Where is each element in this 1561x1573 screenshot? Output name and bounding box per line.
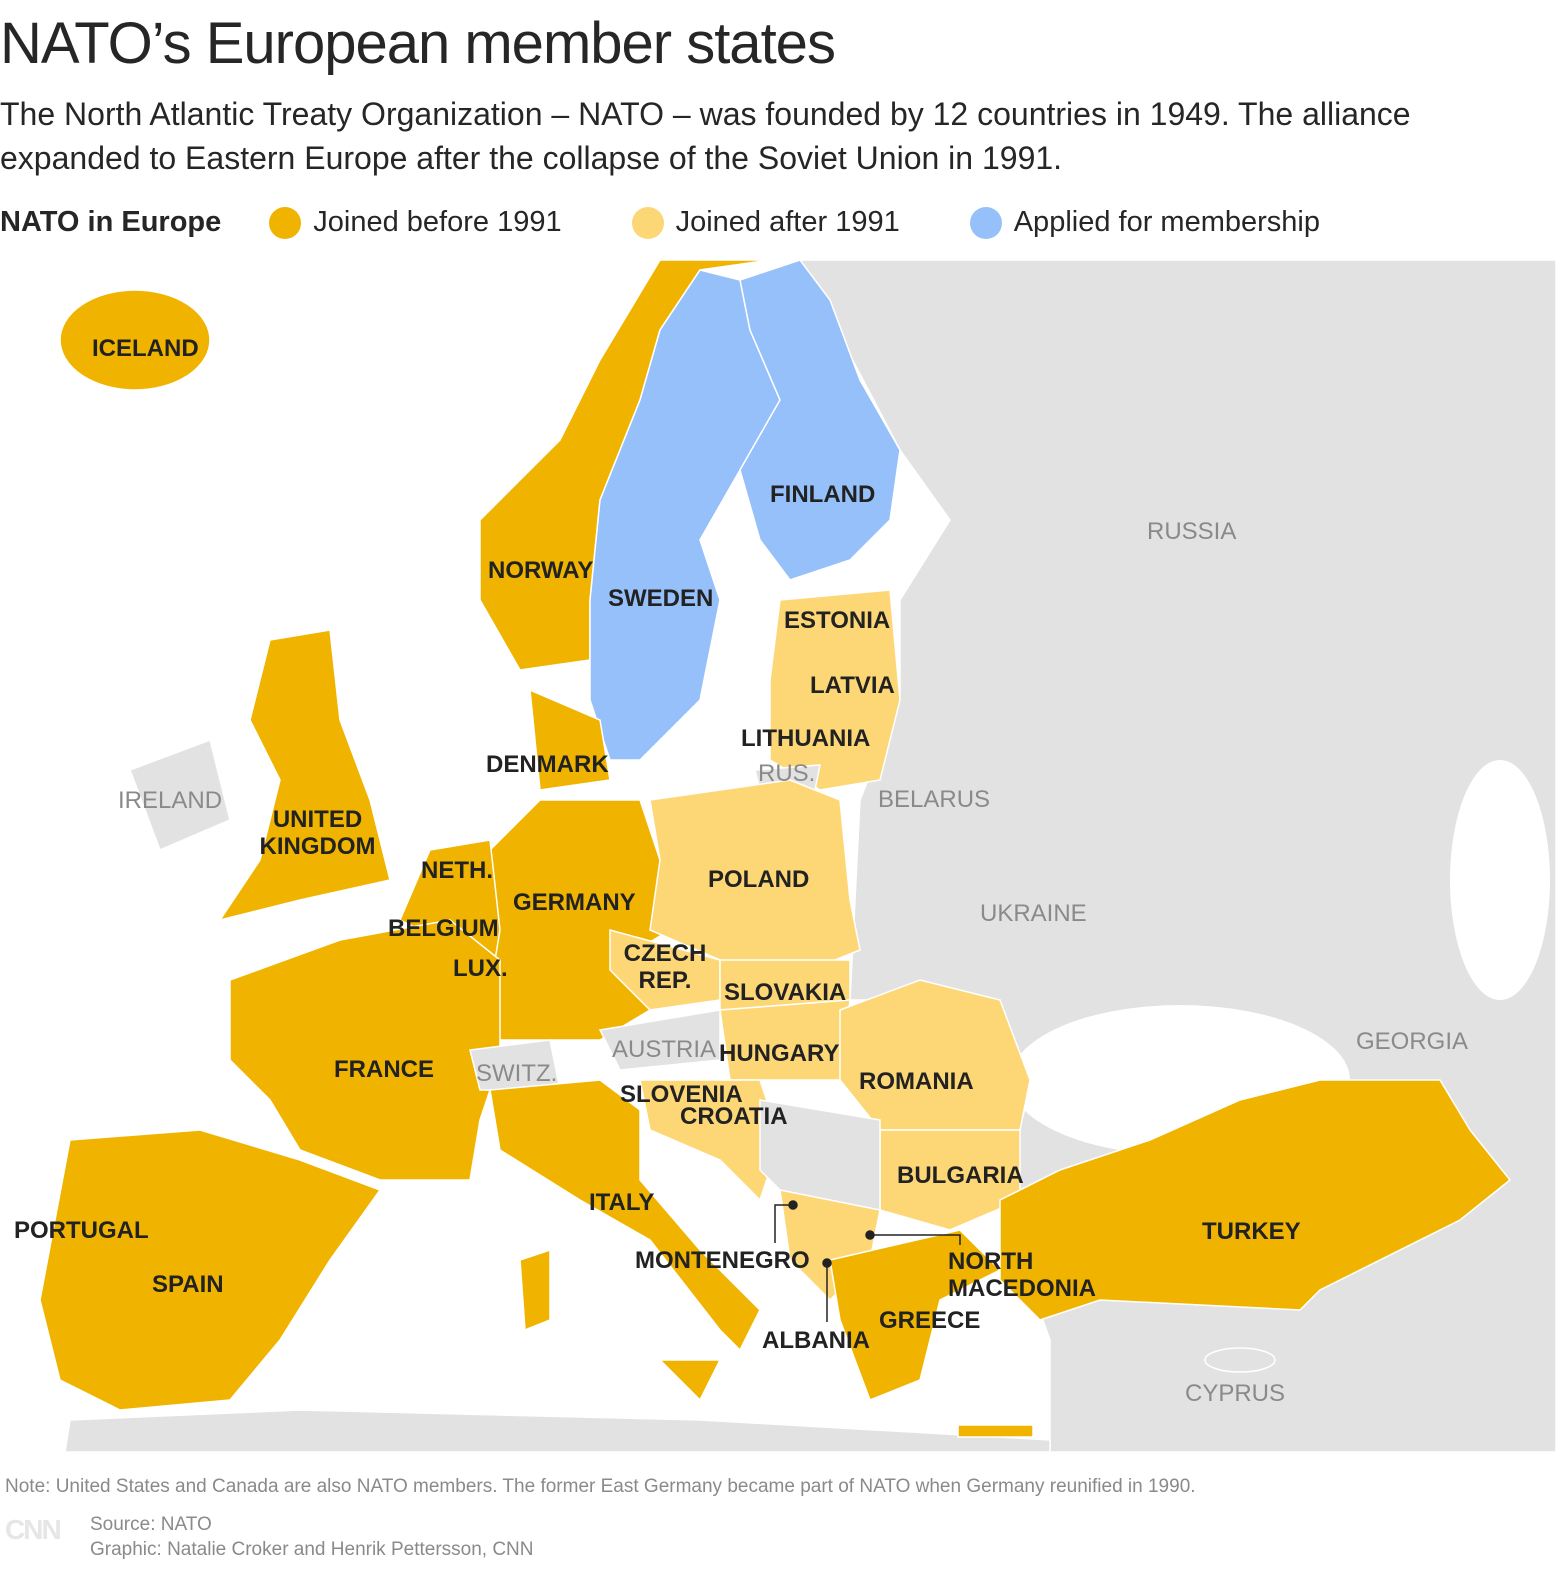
legend-swatch	[631, 206, 664, 239]
country-france	[229, 919, 501, 1181]
footnote: Note: United States and Canada are also …	[5, 1476, 1196, 1497]
label-greece: GREECE	[879, 1307, 981, 1334]
legend-item-before-1991: Joined before 1991	[269, 206, 562, 239]
country-turkey	[999, 1079, 1512, 1321]
legend-heading: NATO in Europe	[0, 206, 222, 238]
legend-swatch	[269, 206, 302, 239]
label-turkey: TURKEY	[1202, 1218, 1301, 1245]
legend-item-after-1991: Joined after 1991	[631, 206, 900, 239]
country-uk	[218, 629, 391, 922]
legend-swatch	[969, 206, 1002, 239]
legend-label: Applied for membership	[1013, 206, 1320, 238]
label-spain: SPAIN	[152, 1271, 224, 1298]
country-czech	[609, 929, 721, 1011]
leader-north-macedonia	[870, 1234, 961, 1245]
label-north-macedonia: NORTH MACEDONIA	[948, 1248, 1096, 1302]
label-germany: GERMANY	[513, 889, 636, 916]
label-netherlands: NETH.	[421, 857, 493, 884]
legend: NATO in Europe Joined before 1991 Joined…	[0, 206, 1390, 239]
label-ireland: IRELAND	[118, 787, 223, 814]
country-slovenia-croatia	[639, 1079, 781, 1202]
label-norway: NORWAY	[488, 557, 594, 584]
label-georgia: GEORGIA	[1356, 1028, 1469, 1055]
label-sweden: SWEDEN	[608, 585, 714, 612]
label-poland: POLAND	[708, 866, 810, 893]
label-rus: RUS.	[758, 760, 816, 787]
country-austria	[598, 1009, 721, 1071]
country-greece	[829, 1229, 1002, 1401]
leader-montenegro	[774, 1204, 793, 1243]
label-czech: CZECH REP.	[623, 940, 707, 994]
page-title: NATO’s European member states	[0, 11, 836, 76]
country-ireland	[129, 739, 231, 851]
country-iceland	[59, 289, 211, 391]
label-iceland: ICELAND	[92, 335, 199, 362]
label-slovenia: SLOVENIA	[620, 1081, 743, 1108]
island-crete	[957, 1424, 1034, 1438]
country-spain-portugal	[39, 1129, 382, 1411]
country-denmark	[529, 688, 611, 791]
label-switzerland: SWITZ.	[476, 1060, 558, 1087]
cnn-logo: CNN	[5, 1514, 62, 1545]
country-baltics	[769, 589, 901, 791]
label-portugal: PORTUGAL	[14, 1217, 149, 1244]
label-albania: ALBANIA	[762, 1327, 870, 1354]
label-slovakia: SLOVAKIA	[724, 979, 847, 1006]
country-italy	[489, 1079, 761, 1352]
label-latvia: LATVIA	[810, 672, 895, 699]
graphic-credit: Graphic: Natalie Croker and Henrik Pette…	[90, 1539, 534, 1560]
label-cyprus: CYPRUS	[1185, 1380, 1286, 1407]
island-sardinia	[519, 1248, 551, 1332]
label-uk: UNITED KINGDOM	[259, 806, 376, 860]
island-sicily	[658, 1359, 722, 1402]
label-montenegro: MONTENEGRO	[635, 1247, 810, 1274]
label-italy: ITALY	[589, 1189, 655, 1216]
country-cyprus	[1204, 1347, 1276, 1373]
country-romania	[839, 979, 1031, 1131]
label-denmark: DENMARK	[486, 751, 609, 778]
label-finland: FINLAND	[770, 481, 876, 508]
label-bulgaria: BULGARIA	[897, 1162, 1024, 1189]
label-belgium: BELGIUM	[388, 915, 499, 942]
label-romania: ROMANIA	[859, 1068, 974, 1095]
label-russia: RUSSIA	[1147, 518, 1237, 545]
label-lithuania: LITHUANIA	[741, 725, 871, 752]
label-croatia: CROATIA	[680, 1103, 788, 1130]
legend-item-applied: Applied for membership	[969, 206, 1320, 239]
source-text: Source: NATO	[90, 1514, 212, 1535]
label-france: FRANCE	[334, 1056, 434, 1083]
label-hungary: HUNGARY	[719, 1040, 840, 1067]
caspian-gap	[1450, 760, 1550, 1000]
label-ukraine: UKRAINE	[980, 900, 1087, 927]
legend-label: Joined after 1991	[675, 206, 900, 238]
country-finland	[739, 259, 901, 581]
credits: Source: NATO Graphic: Natalie Croker and…	[90, 1512, 534, 1562]
subtitle: The North Atlantic Treaty Organization –…	[0, 96, 1411, 176]
legend-label: Joined before 1991	[313, 206, 562, 238]
north-africa-region	[64, 1409, 1051, 1453]
label-austria: AUSTRIA	[612, 1036, 717, 1063]
label-estonia: ESTONIA	[784, 607, 891, 634]
label-belarus: BELARUS	[878, 786, 991, 813]
label-luxembourg: LUX.	[453, 955, 508, 982]
